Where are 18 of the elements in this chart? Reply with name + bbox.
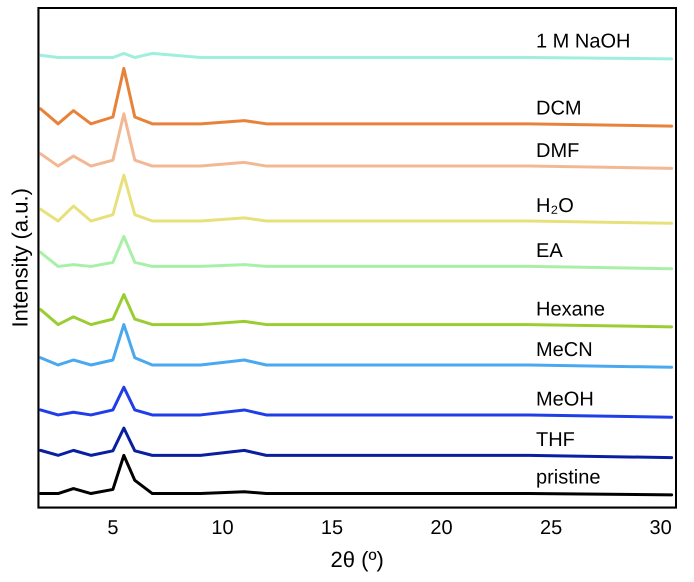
series-label: pristine	[536, 466, 600, 488]
series-label: DCM	[536, 98, 582, 120]
series-label: H₂O	[536, 194, 574, 217]
series-label: 1 M NaOH	[536, 30, 630, 52]
y-axis-title: Intensity (a.u.)	[7, 188, 32, 328]
x-tick-label: 15	[320, 517, 344, 540]
series-label: Hexane	[536, 298, 605, 320]
x-tick-label: 10	[211, 517, 234, 540]
x-tick-label: 25	[540, 517, 562, 540]
series-label: THF	[536, 429, 575, 452]
x-axis-title: 2θ (º)	[330, 546, 384, 572]
series-label: EA	[536, 240, 564, 262]
series-label: MeCN	[536, 338, 593, 361]
series-label: DMF	[536, 140, 580, 162]
series-label: MeOH	[536, 388, 594, 411]
x-tick-label: 30	[650, 517, 672, 540]
x-tick-label: 5	[107, 517, 118, 540]
x-tick-label: 20	[430, 517, 453, 540]
